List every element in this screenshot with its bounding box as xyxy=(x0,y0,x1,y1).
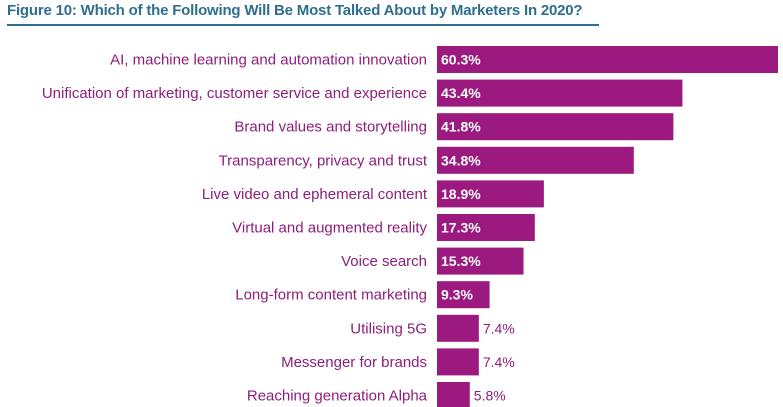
bar xyxy=(437,113,674,141)
bar xyxy=(437,314,479,342)
category-label: AI, machine learning and automation inno… xyxy=(110,52,427,69)
value-label: 7.4% xyxy=(483,320,515,336)
bar xyxy=(437,281,490,309)
value-label: 18.9% xyxy=(441,186,481,202)
value-label: 60.3% xyxy=(441,52,481,68)
title-divider xyxy=(7,24,599,26)
bar xyxy=(437,247,524,275)
bar xyxy=(437,79,683,107)
value-label: 41.8% xyxy=(441,119,481,135)
value-label: 17.3% xyxy=(441,220,481,236)
category-label: Reaching generation Alpha xyxy=(247,388,428,405)
category-label: Transparency, privacy and trust xyxy=(219,152,428,169)
value-label: 15.3% xyxy=(441,253,481,269)
category-label: Utilising 5G xyxy=(350,320,427,337)
value-label: 9.3% xyxy=(441,287,473,303)
bar xyxy=(437,180,544,208)
category-label: Unification of marketing, customer servi… xyxy=(42,85,427,102)
bar xyxy=(437,46,778,73)
value-label: 7.4% xyxy=(483,354,515,370)
value-label: 34.8% xyxy=(441,152,481,168)
category-label: Long-form content marketing xyxy=(235,287,427,304)
bar xyxy=(437,382,470,407)
category-label: Live video and ephemeral content xyxy=(202,186,428,203)
category-label: Brand values and storytelling xyxy=(234,119,427,136)
bar xyxy=(437,348,479,376)
value-label: 43.4% xyxy=(441,85,481,101)
category-label: Voice search xyxy=(341,253,427,270)
category-label: Messenger for brands xyxy=(281,354,427,371)
figure-title: Figure 10: Which of the Following Will B… xyxy=(7,2,583,19)
bar xyxy=(437,146,634,174)
category-label: Virtual and augmented reality xyxy=(232,220,427,237)
value-label: 5.8% xyxy=(474,388,506,404)
bar xyxy=(437,214,535,241)
